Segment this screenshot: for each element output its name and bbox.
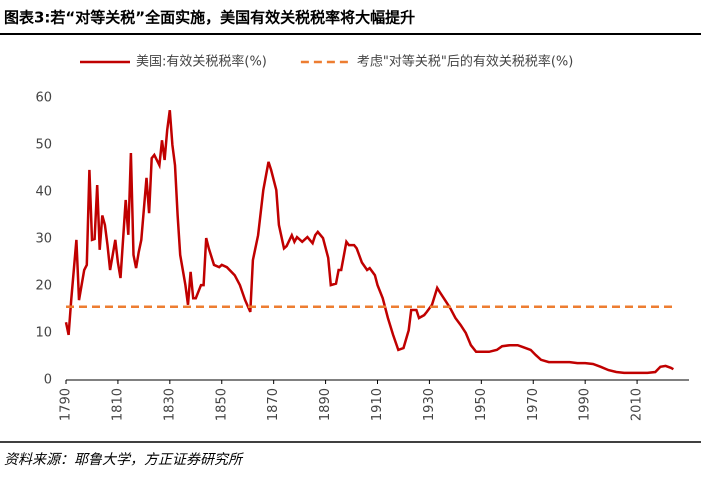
x-tick-label: 1850 xyxy=(214,388,229,421)
x-tick-label: 1950 xyxy=(474,388,489,421)
chart-title: 图表3:若“对等关税”全面实施，美国有效关税税率将大幅提升 xyxy=(4,9,415,27)
source: 资料来源：耶鲁大学，方正证券研究所 xyxy=(4,452,244,468)
x-tick-label: 1810 xyxy=(110,388,125,421)
x-tick-label: 1910 xyxy=(370,388,385,421)
x-tick-label: 1870 xyxy=(266,388,281,421)
y-tick-label: 30 xyxy=(35,232,52,247)
x-tick-label: 1970 xyxy=(526,388,541,421)
x-tick-label: 1790 xyxy=(59,388,74,421)
x-tick-label: 1930 xyxy=(422,388,437,421)
legend-label: 美国:有效关税税率(%) xyxy=(136,54,267,70)
x-tick-label: 2010 xyxy=(630,388,645,421)
series-line xyxy=(64,110,674,375)
y-tick-label: 0 xyxy=(44,373,52,388)
y-tick-label: 20 xyxy=(35,279,52,294)
y-tick-label: 10 xyxy=(35,326,52,341)
x-tick-label: 1830 xyxy=(162,388,177,421)
y-tick-label: 50 xyxy=(35,138,52,153)
x-tick-label: 1890 xyxy=(318,388,333,421)
y-tick-label: 40 xyxy=(35,185,52,200)
x-tick-label: 1990 xyxy=(578,388,593,421)
legend-label: 考虑"对等关税"后的有效关税税率(%) xyxy=(357,54,573,70)
y-tick-label: 60 xyxy=(35,91,52,106)
